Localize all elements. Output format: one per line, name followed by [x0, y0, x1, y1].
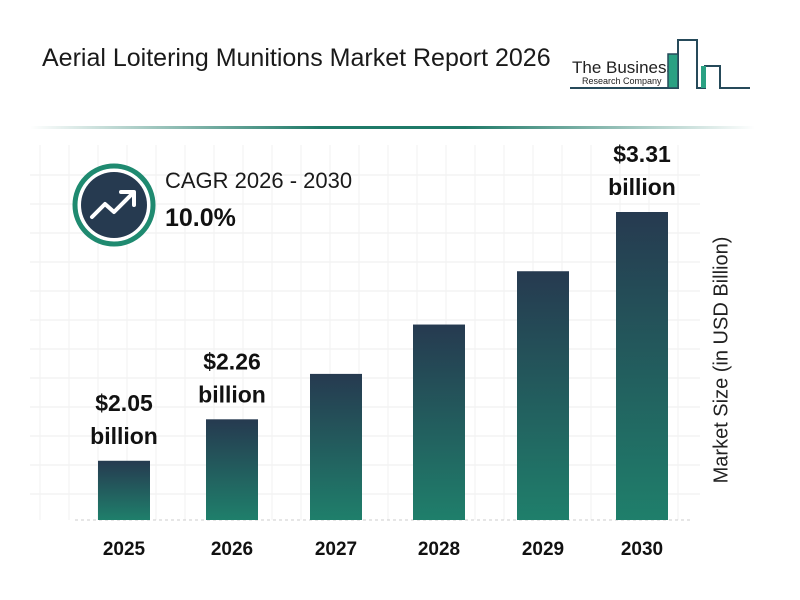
x-tick-label: 2028: [418, 539, 460, 560]
y-axis-label: Market Size (in USD Billion): [710, 236, 733, 484]
divider: [30, 126, 755, 129]
bar-2025: [98, 460, 150, 520]
bar-2027: [310, 373, 362, 520]
bar-2026: [206, 419, 258, 520]
bar-2028: [413, 324, 465, 520]
data-label-value: $3.31: [613, 141, 671, 167]
data-label-unit: billion: [90, 423, 158, 449]
cagr-label: CAGR 2026 - 2030: [165, 168, 353, 193]
bar-2030: [616, 212, 668, 520]
x-tick-label: 2027: [315, 539, 357, 560]
data-label-unit: billion: [198, 381, 266, 407]
svg-text:The Business: The Business: [572, 58, 675, 77]
x-tick-label: 2029: [522, 539, 564, 560]
company-logo: The Business Research Company: [570, 39, 750, 89]
x-tick-label: 2025: [103, 539, 146, 560]
data-label-value: $2.26: [203, 348, 261, 374]
page-title: Aerial Loitering Munitions Market Report…: [42, 44, 551, 72]
svg-text:Research Company: Research Company: [582, 76, 662, 86]
x-tick-label: 2030: [621, 539, 663, 560]
data-label-value: $2.05: [95, 390, 153, 416]
cagr-value: 10.0%: [165, 204, 236, 232]
data-label-unit: billion: [608, 174, 676, 200]
x-tick-label: 2026: [211, 539, 253, 560]
trend-up-arrow-icon: [72, 163, 156, 247]
bar-2029: [517, 271, 569, 520]
